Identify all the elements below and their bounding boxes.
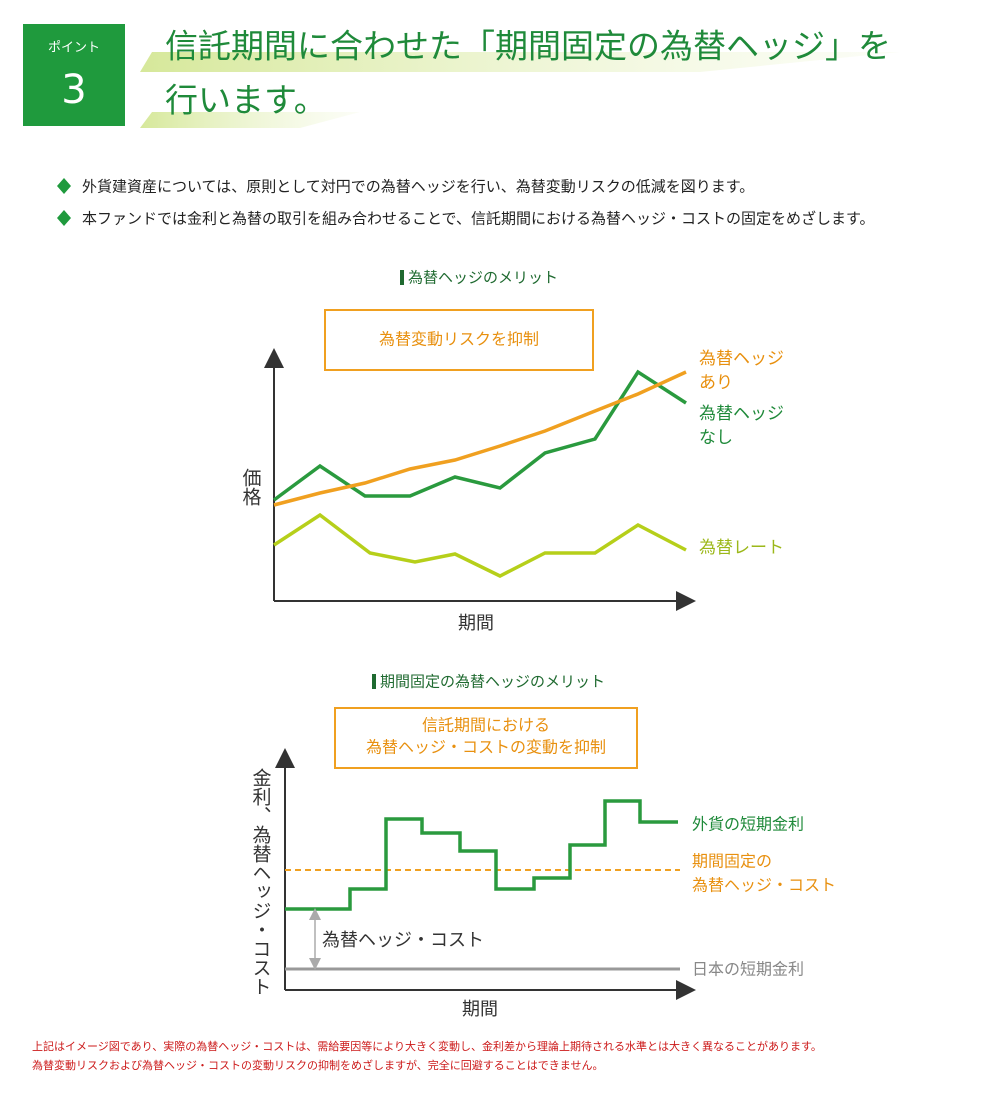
title: 信託期間に合わせた「期間固定の為替ヘッジ」を <box>165 27 891 66</box>
series-label: 為替レート <box>699 538 784 558</box>
series-label: 為替ヘッジ <box>699 349 784 369</box>
chart-heading: 期間固定の為替ヘッジのメリット <box>380 673 605 691</box>
unhedged-line <box>272 369 687 502</box>
x-label: 期間 <box>462 999 498 1020</box>
bullet-icon <box>57 178 71 194</box>
title: 行います。 <box>165 81 327 120</box>
badge-label: ポイント <box>48 41 100 56</box>
series-label: なし <box>699 428 733 448</box>
series-label: 為替ヘッジ <box>699 404 784 424</box>
badge-number: 3 <box>61 67 86 113</box>
callout-box <box>324 309 594 371</box>
cost-label: 為替ヘッジ・コスト <box>322 930 484 951</box>
chart-heading: 為替ヘッジのメリット <box>408 269 558 287</box>
series-label: 期間固定の <box>692 852 772 871</box>
foreign-rate-line <box>285 799 678 911</box>
x-label: 期間 <box>458 613 494 634</box>
series-label: 外貨の短期金利 <box>692 815 804 834</box>
callout: 為替変動リスクを抑制 <box>379 330 539 349</box>
hedged-line <box>273 370 687 507</box>
series-label: 為替ヘッジ・コスト <box>692 876 836 895</box>
bullet-icon <box>57 210 71 226</box>
bullet: 本ファンドでは金利と為替の取引を組み合わせることで、信託期間における為替ヘッジ・… <box>82 210 874 228</box>
heading-marker <box>372 674 376 689</box>
note: 為替変動リスクおよび為替ヘッジ・コストの変動リスクの抑制をめざしますが、完全に回… <box>32 1058 603 1072</box>
rate-line <box>273 512 687 578</box>
y-label: 金利、為替ヘッジ・コスト <box>250 768 272 996</box>
badge <box>23 24 125 126</box>
callout: 為替ヘッジ・コストの変動を抑制 <box>366 738 606 757</box>
callout-box <box>334 707 638 769</box>
heading-marker <box>400 270 404 285</box>
bullet: 外貨建資産については、原則として対円での為替ヘッジを行い、為替変動リスクの低減を… <box>82 178 754 196</box>
y-label: 価格 <box>240 468 262 506</box>
callout: 信託期間における <box>422 716 550 735</box>
series-label: 日本の短期金利 <box>692 960 804 979</box>
title-strip <box>140 52 900 72</box>
series-label: あり <box>699 373 733 393</box>
note: 上記はイメージ図であり、実際の為替ヘッジ・コストは、需給要因等により大きく変動し… <box>32 1039 822 1053</box>
title-strip <box>140 112 360 128</box>
